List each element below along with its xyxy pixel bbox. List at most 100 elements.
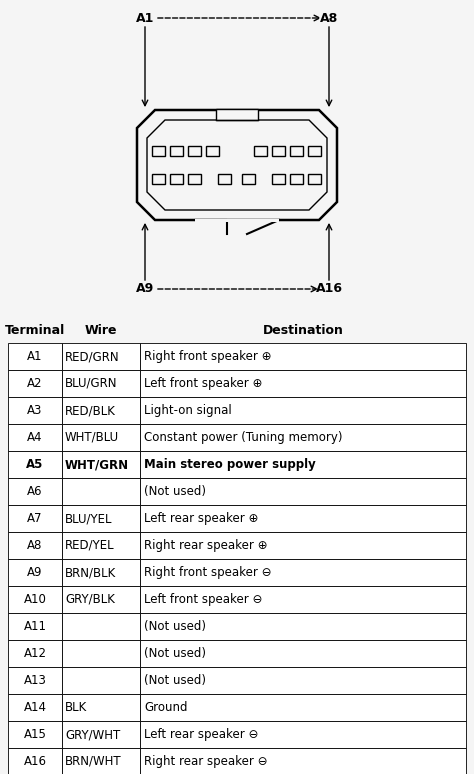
- Bar: [62, 343, 140, 370]
- Text: A1: A1: [27, 350, 43, 363]
- Bar: [273, 174, 285, 184]
- Bar: [219, 174, 231, 184]
- Bar: [62, 451, 140, 478]
- Bar: [140, 397, 466, 424]
- Bar: [291, 146, 303, 156]
- Bar: [291, 174, 303, 184]
- Text: Left rear speaker ⊖: Left rear speaker ⊖: [144, 728, 258, 741]
- Text: Terminal: Terminal: [5, 324, 65, 337]
- Bar: [62, 532, 140, 559]
- Text: Ground: Ground: [144, 701, 188, 714]
- Text: A5: A5: [27, 458, 44, 471]
- Bar: [140, 532, 466, 559]
- Text: RED/GRN: RED/GRN: [65, 350, 119, 363]
- Text: A14: A14: [24, 701, 46, 714]
- Bar: [140, 613, 466, 640]
- Bar: [62, 640, 140, 667]
- Bar: [62, 667, 140, 694]
- Text: A16: A16: [24, 755, 46, 768]
- Text: WHT/BLU: WHT/BLU: [65, 431, 119, 444]
- Bar: [62, 370, 140, 397]
- Text: Right front speaker ⊕: Right front speaker ⊕: [144, 350, 272, 363]
- Bar: [8, 640, 62, 667]
- Bar: [171, 174, 183, 184]
- Text: Left front speaker ⊖: Left front speaker ⊖: [144, 593, 263, 606]
- Text: Constant power (Tuning memory): Constant power (Tuning memory): [144, 431, 343, 444]
- Bar: [62, 613, 140, 640]
- Text: A2: A2: [27, 377, 43, 390]
- Text: A6: A6: [27, 485, 43, 498]
- Text: Right rear speaker ⊖: Right rear speaker ⊖: [144, 755, 267, 768]
- Text: A15: A15: [24, 728, 46, 741]
- Text: Right front speaker ⊖: Right front speaker ⊖: [144, 566, 272, 579]
- Text: (Not used): (Not used): [144, 485, 206, 498]
- Bar: [309, 174, 321, 184]
- Bar: [140, 748, 466, 774]
- Bar: [309, 146, 321, 156]
- Bar: [195, 220, 227, 234]
- Bar: [8, 748, 62, 774]
- Bar: [140, 586, 466, 613]
- Text: BRN/BLK: BRN/BLK: [65, 566, 116, 579]
- Text: (Not used): (Not used): [144, 647, 206, 660]
- Bar: [195, 219, 279, 222]
- Bar: [140, 694, 466, 721]
- Bar: [189, 174, 201, 184]
- Bar: [8, 559, 62, 586]
- Text: A7: A7: [27, 512, 43, 525]
- Bar: [8, 451, 62, 478]
- Text: A11: A11: [24, 620, 46, 633]
- Bar: [8, 505, 62, 532]
- Bar: [8, 586, 62, 613]
- Text: Main stereo power supply: Main stereo power supply: [144, 458, 316, 471]
- Bar: [216, 109, 258, 120]
- Bar: [62, 748, 140, 774]
- Bar: [189, 146, 201, 156]
- Text: A9: A9: [27, 566, 43, 579]
- Text: Left front speaker ⊕: Left front speaker ⊕: [144, 377, 263, 390]
- Bar: [62, 586, 140, 613]
- Text: A8: A8: [27, 539, 43, 552]
- Bar: [140, 559, 466, 586]
- Bar: [140, 478, 466, 505]
- Text: A12: A12: [24, 647, 46, 660]
- Bar: [247, 220, 279, 234]
- Bar: [153, 146, 165, 156]
- Bar: [62, 478, 140, 505]
- Text: A13: A13: [24, 674, 46, 687]
- Text: BLK: BLK: [65, 701, 87, 714]
- Bar: [140, 640, 466, 667]
- Bar: [140, 451, 466, 478]
- Text: GRY/BLK: GRY/BLK: [65, 593, 115, 606]
- Bar: [140, 667, 466, 694]
- Text: Right rear speaker ⊕: Right rear speaker ⊕: [144, 539, 267, 552]
- Text: A16: A16: [316, 283, 343, 296]
- Bar: [8, 397, 62, 424]
- Text: A10: A10: [24, 593, 46, 606]
- Bar: [62, 721, 140, 748]
- Bar: [140, 370, 466, 397]
- Bar: [8, 667, 62, 694]
- Text: A3: A3: [27, 404, 43, 417]
- Text: BLU/GRN: BLU/GRN: [65, 377, 118, 390]
- Bar: [62, 559, 140, 586]
- Bar: [153, 174, 165, 184]
- Bar: [273, 146, 285, 156]
- Text: (Not used): (Not used): [144, 620, 206, 633]
- Text: Light-on signal: Light-on signal: [144, 404, 232, 417]
- Bar: [8, 721, 62, 748]
- Text: GRY/WHT: GRY/WHT: [65, 728, 120, 741]
- Bar: [140, 505, 466, 532]
- Bar: [8, 694, 62, 721]
- Bar: [8, 613, 62, 640]
- Text: A9: A9: [136, 283, 154, 296]
- Bar: [8, 532, 62, 559]
- Bar: [8, 370, 62, 397]
- Bar: [62, 694, 140, 721]
- Bar: [243, 174, 255, 184]
- Bar: [8, 478, 62, 505]
- Text: RED/YEL: RED/YEL: [65, 539, 115, 552]
- Bar: [171, 146, 183, 156]
- Bar: [207, 146, 219, 156]
- Bar: [62, 505, 140, 532]
